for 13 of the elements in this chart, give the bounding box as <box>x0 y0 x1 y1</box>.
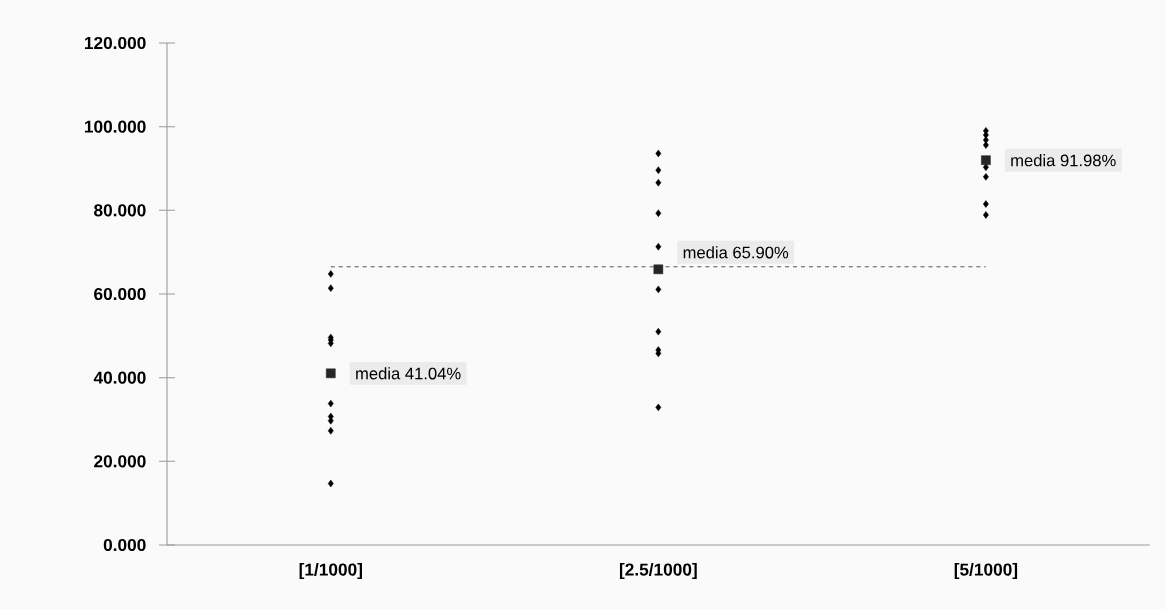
y-tick-label: 20.000 <box>94 455 146 468</box>
data-label: media 65.90% <box>683 246 789 259</box>
y-tick-label: 100.000 <box>84 120 146 133</box>
y-tick-label: 60.000 <box>94 287 146 301</box>
x-tick-label: [1/1000] <box>299 563 362 580</box>
y-tick-label: 0.000 <box>103 538 146 552</box>
x-tick-label: [2.5/1000] <box>619 563 697 580</box>
data-label: media 91.98% <box>1011 154 1116 167</box>
y-tick-label: 80.000 <box>94 204 146 217</box>
y-tick-label: 40.000 <box>93 371 146 384</box>
y-tick-label: 120.000 <box>84 36 146 50</box>
data-label: media 41.04% <box>356 367 461 380</box>
x-tick-label: [5/1000] <box>954 563 1018 580</box>
